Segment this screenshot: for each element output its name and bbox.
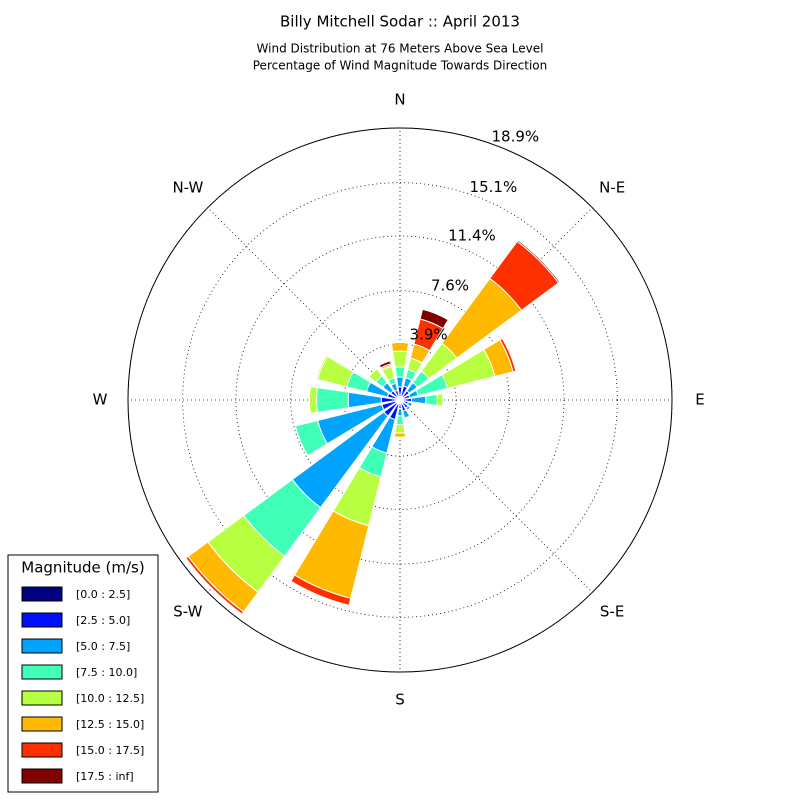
bar-segment [419, 308, 449, 330]
direction-label: N-W [172, 178, 203, 196]
legend-label: [0.0 : 2.5] [76, 588, 130, 601]
grid-spoke [207, 207, 401, 401]
bar-segment [294, 425, 308, 456]
bars [185, 239, 561, 615]
labels: 3.9% 7.6% 11.4% 15.1% 18.9% N N-E E S-E S S-W W N-W [93, 91, 705, 709]
direction-label: S-E [600, 603, 624, 621]
legend-swatch [21, 612, 63, 628]
bar-segment [290, 580, 350, 606]
bar-segment [390, 341, 410, 353]
bar-segment [425, 393, 438, 407]
grid-circle [182, 182, 618, 618]
bar-segment [436, 393, 444, 407]
bar-segment [410, 395, 427, 405]
direction-label: W [93, 391, 108, 409]
chart-title: Billy Mitchell Sodar :: April 2013 [280, 13, 520, 31]
direction-label: E [695, 391, 704, 409]
direction-label: S [395, 691, 405, 709]
chart-subtitle: Percentage of Wind Magnitude Towards Dir… [253, 59, 547, 73]
legend: [0.0 : 2.5] [2.5 : 5.0] [5.0 : 7.5] [7.5 : … [21, 586, 144, 784]
r-tick-label: 7.6% [431, 277, 469, 295]
direction-label: N [394, 91, 405, 109]
legend-label: [10.0 : 12.5] [76, 692, 144, 705]
legend-label: [12.5 : 15.0] [76, 718, 144, 731]
r-tick-label: 11.4% [448, 227, 496, 245]
bar-segment [516, 239, 561, 284]
chart-subtitle: Wind Distribution at 76 Meters Above Sea… [257, 42, 544, 56]
legend-swatch [21, 664, 63, 680]
bar-segment [316, 387, 350, 413]
bar-segment [185, 557, 243, 615]
grid-circle [290, 290, 510, 510]
grid-spoke [399, 399, 593, 593]
legend-swatch [21, 742, 63, 758]
bar-segment [308, 385, 319, 415]
legend-label: [7.5 : 10.0] [76, 666, 137, 679]
bar-segment [395, 415, 405, 425]
bar-segment [397, 407, 403, 417]
legend-swatch [21, 768, 63, 784]
bar-segment [392, 350, 408, 368]
legend-label: [17.5 : inf] [76, 770, 134, 783]
bar-segment [394, 366, 406, 378]
bar-segment [396, 376, 404, 388]
grid-circle [127, 127, 673, 673]
legend-swatch [21, 586, 63, 602]
legend-title: Magnitude (m/s) [21, 559, 144, 577]
r-tick-label: 15.1% [470, 178, 518, 196]
legend-label: [2.5 : 5.0] [76, 614, 130, 627]
legend-swatch [21, 690, 63, 706]
r-tick-label: 18.9% [492, 128, 540, 146]
legend-swatch [21, 716, 63, 732]
direction-label: S-W [173, 603, 202, 621]
legend-swatch [21, 638, 63, 654]
bar-segment [378, 360, 392, 369]
legend-label: [15.0 : 17.5] [76, 744, 144, 757]
legend-label: [5.0 : 7.5] [76, 640, 130, 653]
r-tick-label: 3.9% [410, 325, 448, 343]
direction-label: N-E [599, 178, 625, 196]
bar-segment [394, 423, 406, 434]
